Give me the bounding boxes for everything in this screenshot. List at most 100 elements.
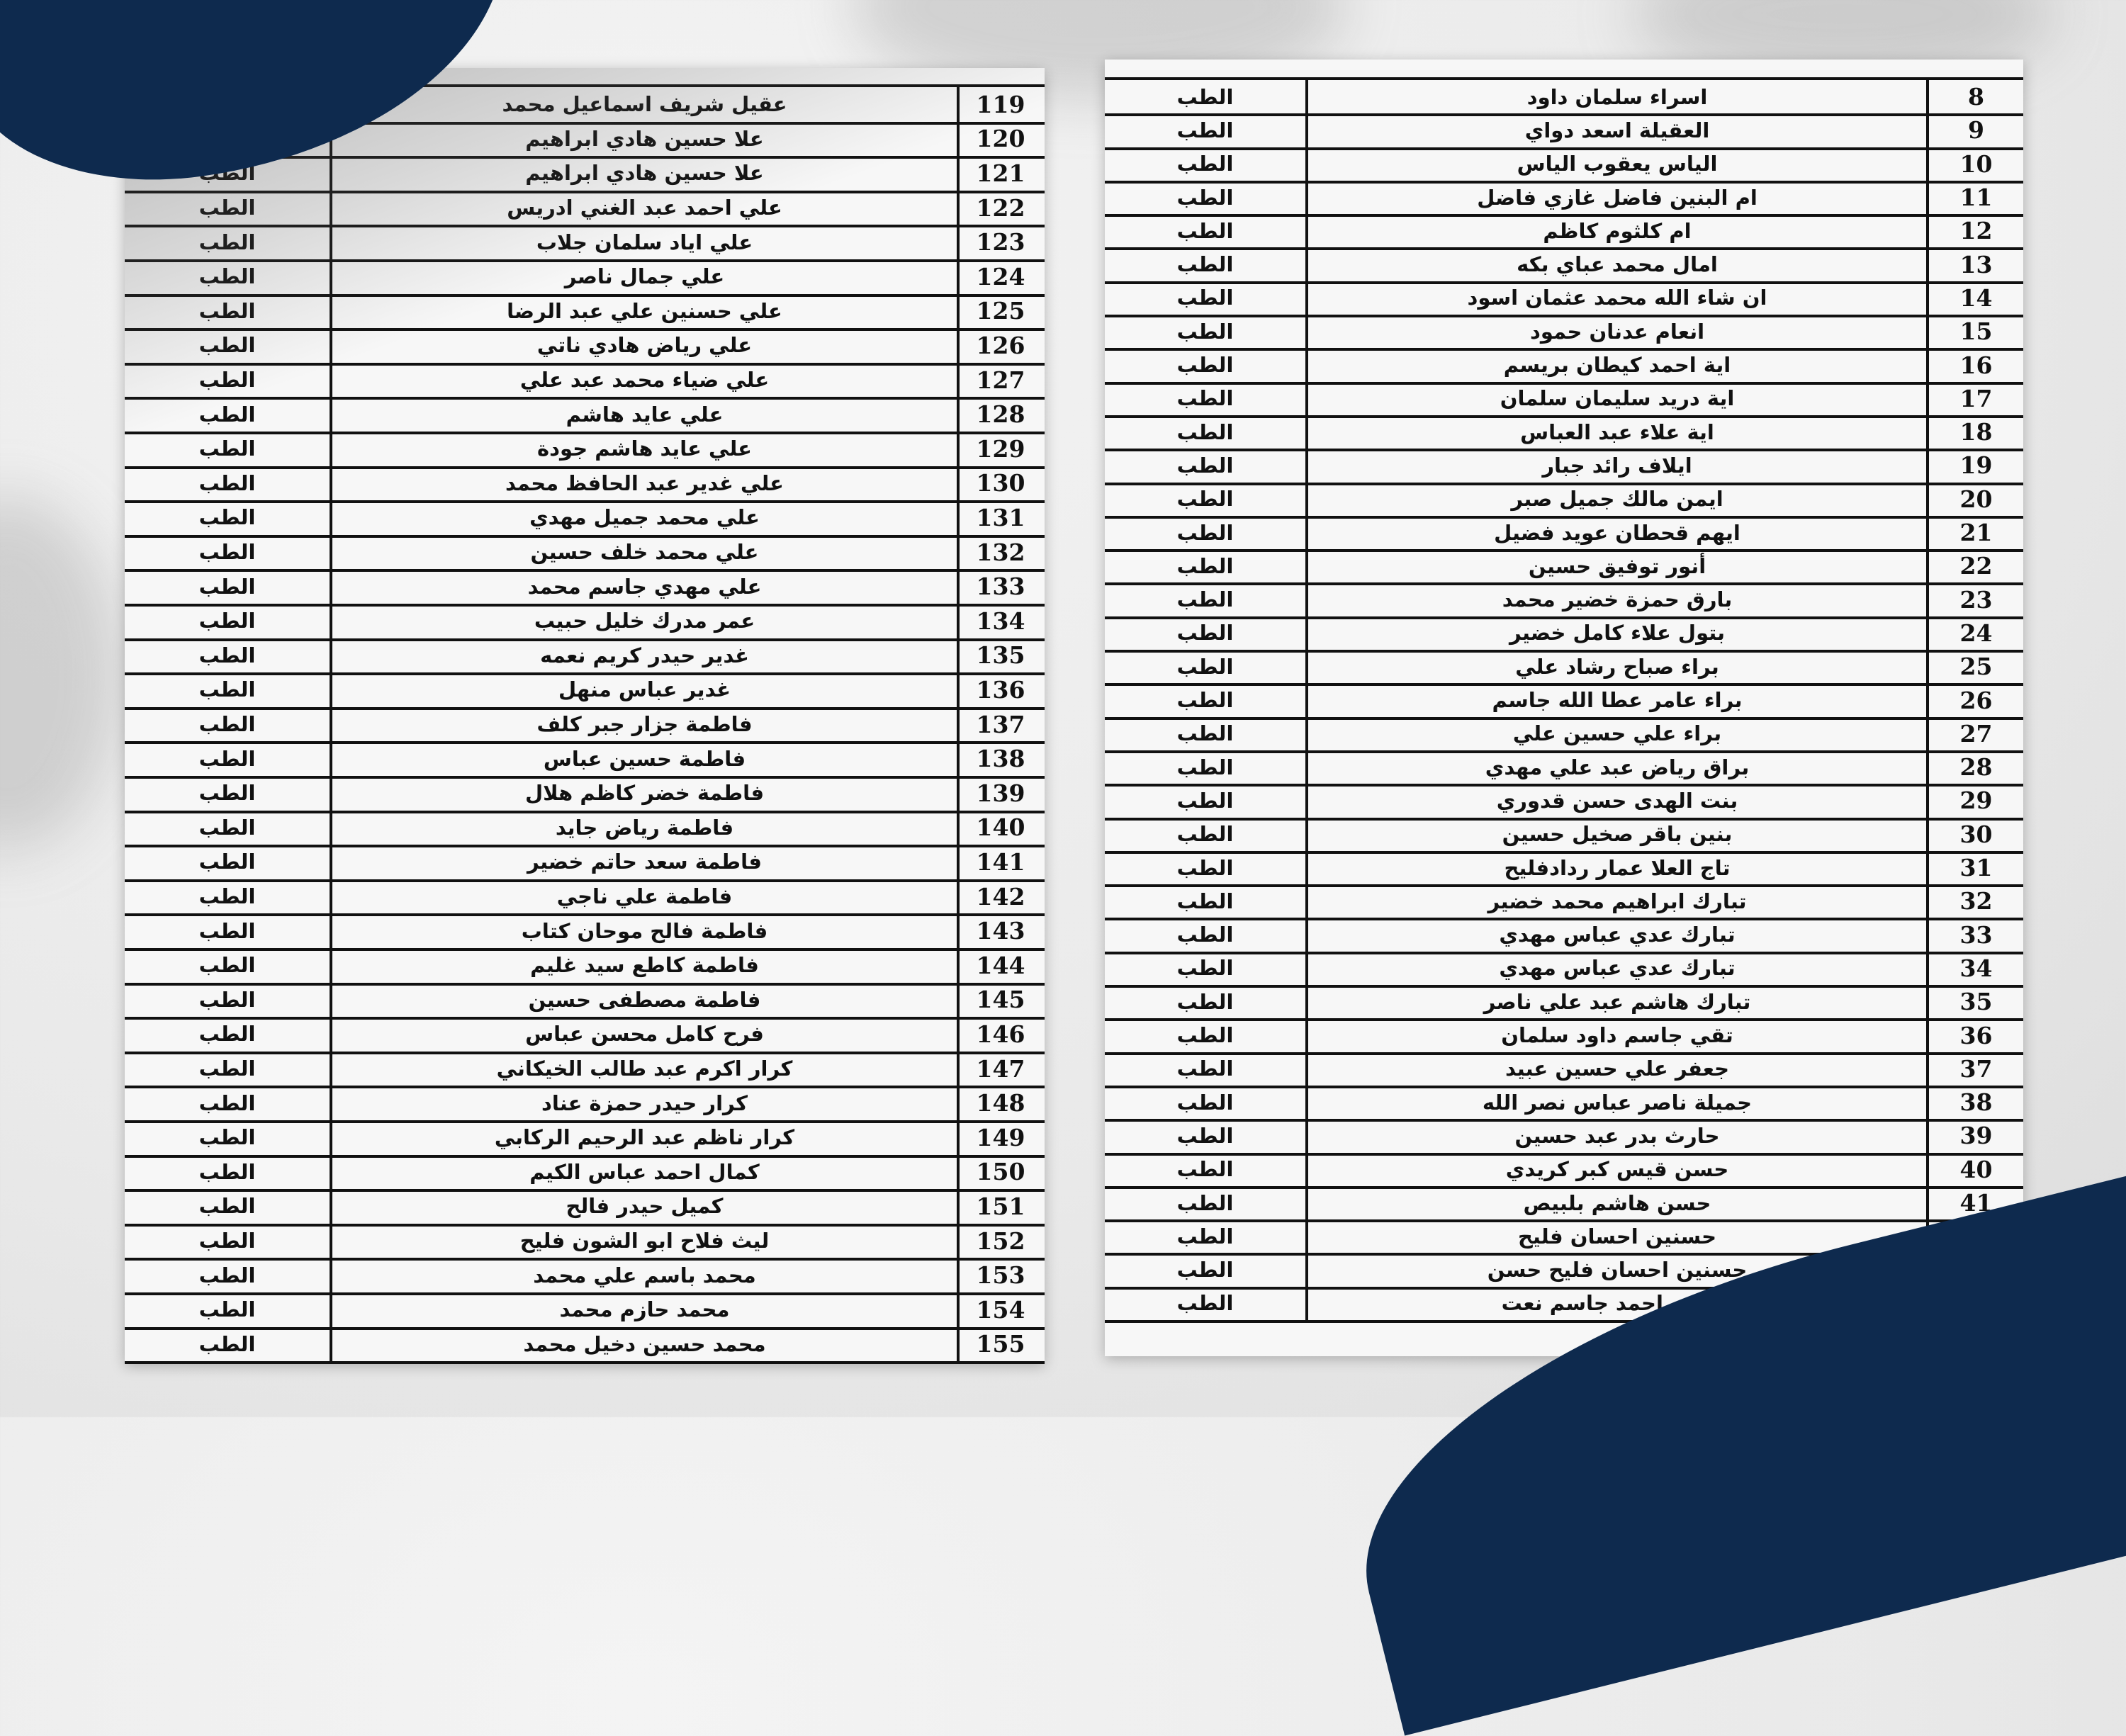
row-number-cell: 142 [976, 882, 1025, 911]
student-name-cell: ايمن مالك جميل صبر [1308, 482, 1929, 516]
table-row: الطب تبارك عدي عباس مهدي 33 [1105, 918, 2023, 954]
table-row: الطب فاطمة كاطع سيد غليم 144 [125, 948, 1045, 986]
student-name-cell: حسن قيس كبر كريدي [1308, 1152, 1929, 1186]
row-number-cell: 129 [976, 434, 1025, 463]
department-cell: الطب [1105, 315, 1308, 349]
student-name-cell: ايلاف رائد جبار [1308, 449, 1929, 483]
table-row: الطب امال محمد عباي بكه 13 [1105, 247, 2023, 284]
row-number-cell: 26 [1959, 686, 1993, 714]
student-name-cell: ايهم قحطان عويد فضيل [1308, 515, 1929, 550]
department-cell: الطب [1105, 482, 1308, 516]
department-cell: الطب [125, 1292, 332, 1327]
table-row: الطب ان شاء الله محمد عثمان اسود 14 [1105, 281, 2023, 318]
table-row: الطب علي ضياء محمد عبد علي 127 [125, 362, 1045, 400]
department-cell: الطب [125, 845, 332, 879]
row-number-cell: 32 [1959, 887, 1993, 915]
department-cell: الطب [1105, 180, 1308, 215]
row-number-cell: 24 [1959, 619, 1993, 647]
table-row: الطب فاطمة رياض جايد 140 [125, 810, 1045, 848]
row-number-cell: 139 [976, 779, 1025, 807]
row-number-cell: 122 [976, 193, 1025, 222]
department-cell: الطب [125, 879, 332, 914]
student-name-cell: براء عامر عطا الله جاسم [1308, 683, 1929, 717]
department-cell: الطب [125, 1120, 332, 1155]
row-number-cell: 8 [1968, 83, 1984, 111]
table-row: الطب فاطمة فالح موحان كتاب 143 [125, 913, 1045, 951]
department-cell: الطب [125, 569, 332, 604]
department-cell: الطب [125, 706, 332, 742]
student-name-cell: تقي جاسم داود سلمان [1308, 1018, 1929, 1052]
department-cell: الطب [125, 190, 332, 225]
student-name-cell: كرار اكرم عبد طالب الخيكاني [332, 1051, 960, 1086]
table-row: الطب ليث فلاح ابو الشون فليح 152 [125, 1223, 1045, 1261]
row-number-cell: 34 [1959, 954, 1993, 982]
department-cell: الطب [1105, 683, 1308, 717]
table-row: الطب فاطمة حسين عباس 138 [125, 741, 1045, 779]
table-row: الطب العقيلة اسعد دواي 9 [1105, 113, 2023, 150]
department-cell: الطب [125, 1258, 332, 1292]
table-row: الطب بنين باقر صخيل حسين 30 [1105, 817, 2023, 854]
department-cell: الطب [125, 397, 332, 432]
table-row: الطب اية علاء عبد العباس 18 [1105, 415, 2023, 452]
row-number-cell: 153 [976, 1261, 1025, 1290]
department-cell: الطب [125, 913, 332, 948]
table-row: الطب اية احمد كيطان بريسم 16 [1105, 348, 2023, 385]
table-row: الطب فاطمة سعد حاتم خضير 141 [125, 845, 1045, 882]
table-row: الطب ايلاف رائد جبار 19 [1105, 449, 2023, 485]
department-cell: الطب [1105, 449, 1308, 483]
row-number-cell: 150 [976, 1158, 1025, 1186]
student-name-cell: علي محمد جميل مهدي [332, 500, 960, 535]
student-name-cell: اسراء سلمان داود [1308, 80, 1929, 114]
row-number-cell: 137 [976, 710, 1025, 738]
row-number-cell: 148 [976, 1089, 1025, 1117]
student-name-cell: محمد حسين دخيل محمد [332, 1326, 960, 1362]
student-name-cell: جميلة ناصر عباس نصر الله [1308, 1086, 1929, 1120]
row-number-cell: 12 [1959, 217, 1993, 245]
row-number-cell: 20 [1959, 485, 1993, 513]
student-name-cell: فاطمة مصطفى حسين [332, 982, 960, 1018]
row-number-cell: 28 [1959, 753, 1993, 782]
row-number-cell: 131 [976, 503, 1025, 531]
row-number-cell: 21 [1959, 519, 1993, 547]
table-row: الطب علي عايد هاشم 128 [125, 397, 1045, 434]
table-row: الطب علي رياض هادي ناتي 126 [125, 328, 1045, 366]
row-number-cell: 132 [976, 538, 1025, 566]
department-cell: الطب [125, 741, 332, 776]
row-number-cell: 19 [1959, 451, 1993, 480]
row-number-cell: 9 [1968, 116, 1984, 145]
row-number-cell: 149 [976, 1123, 1025, 1151]
table-row: الطب حارث بدر عبد حسين 39 [1105, 1119, 2023, 1156]
table-row: الطب فاطمة علي ناجي 142 [125, 879, 1045, 917]
table-row: الطب علي اياد سلمان جلاب 123 [125, 225, 1045, 262]
student-name-cell: الياس يعقوب الياس [1308, 147, 1929, 181]
table-row: الطب علي جمال ناصر 124 [125, 259, 1045, 297]
student-name-cell: حسنين احسان فليح حسن [1308, 1253, 1929, 1287]
department-cell: الطب [1105, 884, 1308, 918]
table-row: الطب علي غدير عبد الحافظ محمد 130 [125, 466, 1045, 504]
table-row: الطب بارق حمزة خضير محمد 23 [1105, 582, 2023, 619]
table-row: الطب محمد حسين دخيل محمد 155 [125, 1326, 1045, 1365]
table-row: الطب ام كلثوم كاظم 12 [1105, 214, 2023, 251]
table-row: الطب علي عايد هاشم جودة 129 [125, 432, 1045, 469]
department-cell: الطب [1105, 1286, 1308, 1321]
row-number-cell: 141 [976, 847, 1025, 876]
student-name-cell: علي عايد هاشم [332, 397, 960, 432]
row-number-cell: 30 [1959, 820, 1993, 848]
department-cell: الطب [1105, 1018, 1308, 1052]
table-row: الطب فاطمة مصطفى حسين 145 [125, 982, 1045, 1020]
table-row: الطب علي حسنين علي عبد الرضا 125 [125, 293, 1045, 332]
student-name-cell: فاطمة خضر كاظم هلال [332, 776, 960, 811]
table-row: الطب جميلة ناصر عباس نصر الله 38 [1105, 1086, 2023, 1122]
student-name-cell: علي عايد هاشم جودة [332, 432, 960, 466]
row-number-cell: 155 [976, 1330, 1025, 1358]
department-cell: الطب [1105, 784, 1308, 818]
document-page-right: الطب اسراء سلمان داود 8 الطب العقيلة اسعد دو… [1105, 60, 2023, 1356]
row-number-cell: 125 [976, 297, 1025, 325]
table-row: الطب محمد باسم علي محمد 153 [125, 1258, 1045, 1295]
student-name-cell: غدير عباس منهل [332, 672, 960, 707]
student-name-cell: عمر مدرك خليل حبيب [332, 604, 960, 638]
row-number-cell: 35 [1959, 988, 1993, 1016]
student-name-cell: محمد حازم محمد [332, 1292, 960, 1327]
student-name-cell: حسن هاشم بلبيص [1308, 1185, 1929, 1220]
row-number-cell: 15 [1959, 317, 1993, 346]
